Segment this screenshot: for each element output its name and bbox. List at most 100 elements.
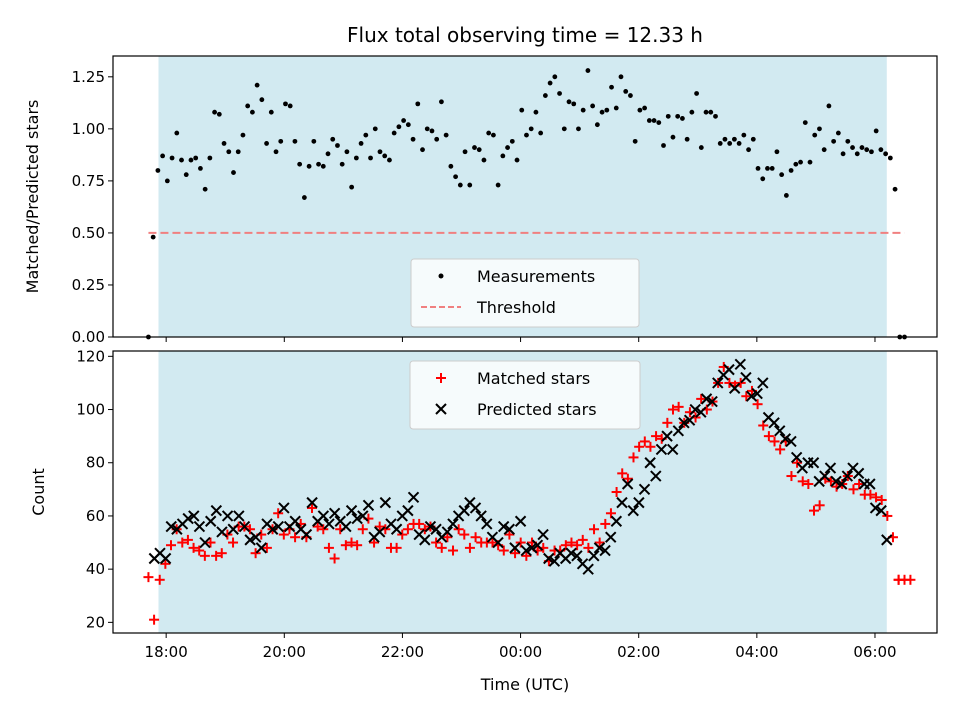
measurement-point	[453, 174, 458, 180]
top-legend: Measurements Threshold	[410, 258, 640, 328]
matched-star-point	[188, 542, 199, 553]
matched-star-point	[442, 532, 453, 543]
measurement-point	[765, 166, 770, 171]
measurement-point	[382, 153, 388, 159]
measurement-point	[684, 136, 690, 142]
measurement-point	[387, 157, 392, 163]
predicted-star-point	[509, 542, 521, 554]
y-tick-label: 1.00	[72, 120, 105, 138]
measurement-point	[783, 193, 789, 198]
chart-title: Flux total observing time = 12.33 h	[347, 23, 703, 47]
matched-star-point	[205, 537, 216, 548]
measurement-point	[731, 136, 737, 142]
predicted-star-point	[745, 390, 758, 402]
matched-star-point	[504, 529, 515, 540]
matched-star-point	[149, 614, 160, 625]
matched-star-point	[498, 545, 509, 556]
measurement-point	[278, 138, 284, 144]
measurement-point	[396, 124, 402, 130]
predicted-star-point	[520, 544, 532, 557]
matched-star-point	[250, 548, 261, 559]
matched-star-point	[752, 399, 763, 410]
predicted-star-point	[419, 534, 431, 546]
predicted-star-point	[345, 504, 358, 517]
measurement-point	[722, 136, 728, 142]
measurement-point	[741, 132, 747, 138]
matched-star-point	[724, 377, 735, 388]
measurement-point	[859, 145, 865, 150]
predicted-star-point	[531, 539, 544, 551]
measurement-point	[755, 166, 761, 171]
measurement-point	[864, 147, 870, 153]
matched-star-point	[775, 444, 786, 455]
measurement-point	[481, 157, 487, 163]
matched-star-point	[166, 540, 177, 551]
matched-star-point	[391, 542, 402, 553]
measurement-point	[377, 149, 383, 155]
measurement-point	[254, 82, 260, 88]
y-tick-label: 1.25	[72, 68, 105, 86]
measurement-point	[646, 118, 652, 123]
predicted-star-point	[379, 496, 392, 509]
x-tick-label: 06:00	[853, 643, 896, 661]
predicted-star-point	[650, 470, 662, 482]
predicted-star-point	[565, 547, 577, 559]
matched-star-point	[854, 479, 865, 490]
measurement-point	[226, 149, 232, 155]
measurement-point	[505, 145, 510, 150]
predicted-star-point	[492, 536, 504, 549]
matched-star-point	[792, 457, 803, 468]
measurement-point	[311, 138, 317, 144]
count-panel: 20 40 60 80 100 120 18:00 20:00 22:00 00:00 02:00…	[29, 347, 938, 694]
measurement-point	[287, 103, 293, 109]
matched-star-point	[177, 537, 188, 548]
bottom-y-axis-label: Count	[29, 468, 48, 516]
predicted-star-point	[188, 510, 200, 522]
matched-star-point	[374, 521, 385, 532]
predicted-star-point	[210, 504, 223, 517]
predicted-star-point	[233, 510, 245, 522]
measurement-point	[727, 141, 733, 146]
bottom-legend: Matched stars Predicted stars	[409, 360, 641, 430]
measurement-point	[547, 80, 553, 86]
predicted-star-point	[881, 534, 893, 546]
measurement-point	[221, 141, 227, 146]
predicted-star-point	[875, 504, 887, 517]
predicted-star-point	[655, 443, 668, 456]
matched-star-point	[323, 542, 334, 553]
predicted-star-point	[250, 531, 262, 543]
matched-star-point	[278, 529, 289, 540]
y-tick-label: 0.50	[72, 224, 105, 242]
predicted-star-point	[407, 491, 420, 504]
predicted-star-point	[661, 430, 673, 442]
matched-star-point	[290, 532, 301, 543]
predicted-star-point	[159, 552, 172, 565]
measurement-point	[661, 143, 666, 148]
measurement-point	[297, 161, 303, 167]
matched-star-point	[369, 537, 380, 548]
predicted-star-point	[728, 382, 741, 394]
predicted-star-point	[824, 462, 837, 474]
measurement-point	[807, 159, 813, 165]
measurement-point	[410, 136, 416, 142]
predicted-star-point	[610, 515, 623, 527]
measurement-point	[675, 113, 681, 119]
matched-star-point	[865, 489, 876, 500]
top-axes-frame	[112, 55, 938, 338]
measurement-point	[580, 107, 586, 113]
predicted-star-point	[678, 417, 690, 429]
measurement-point	[840, 151, 846, 157]
legend-threshold: Threshold	[476, 298, 556, 317]
measurement-point	[656, 120, 662, 126]
predicted-star-point	[779, 433, 792, 445]
measurement-point	[207, 155, 213, 161]
predicted-star-point	[830, 475, 842, 488]
measurement-point	[273, 149, 279, 155]
measurement-point	[845, 138, 851, 144]
predicted-star-point	[430, 523, 442, 535]
predicted-stars-points	[148, 358, 893, 575]
measurement-point	[486, 130, 492, 136]
predicted-star-point	[255, 542, 268, 554]
predicted-star-point	[644, 457, 656, 469]
measurement-point	[736, 141, 742, 146]
